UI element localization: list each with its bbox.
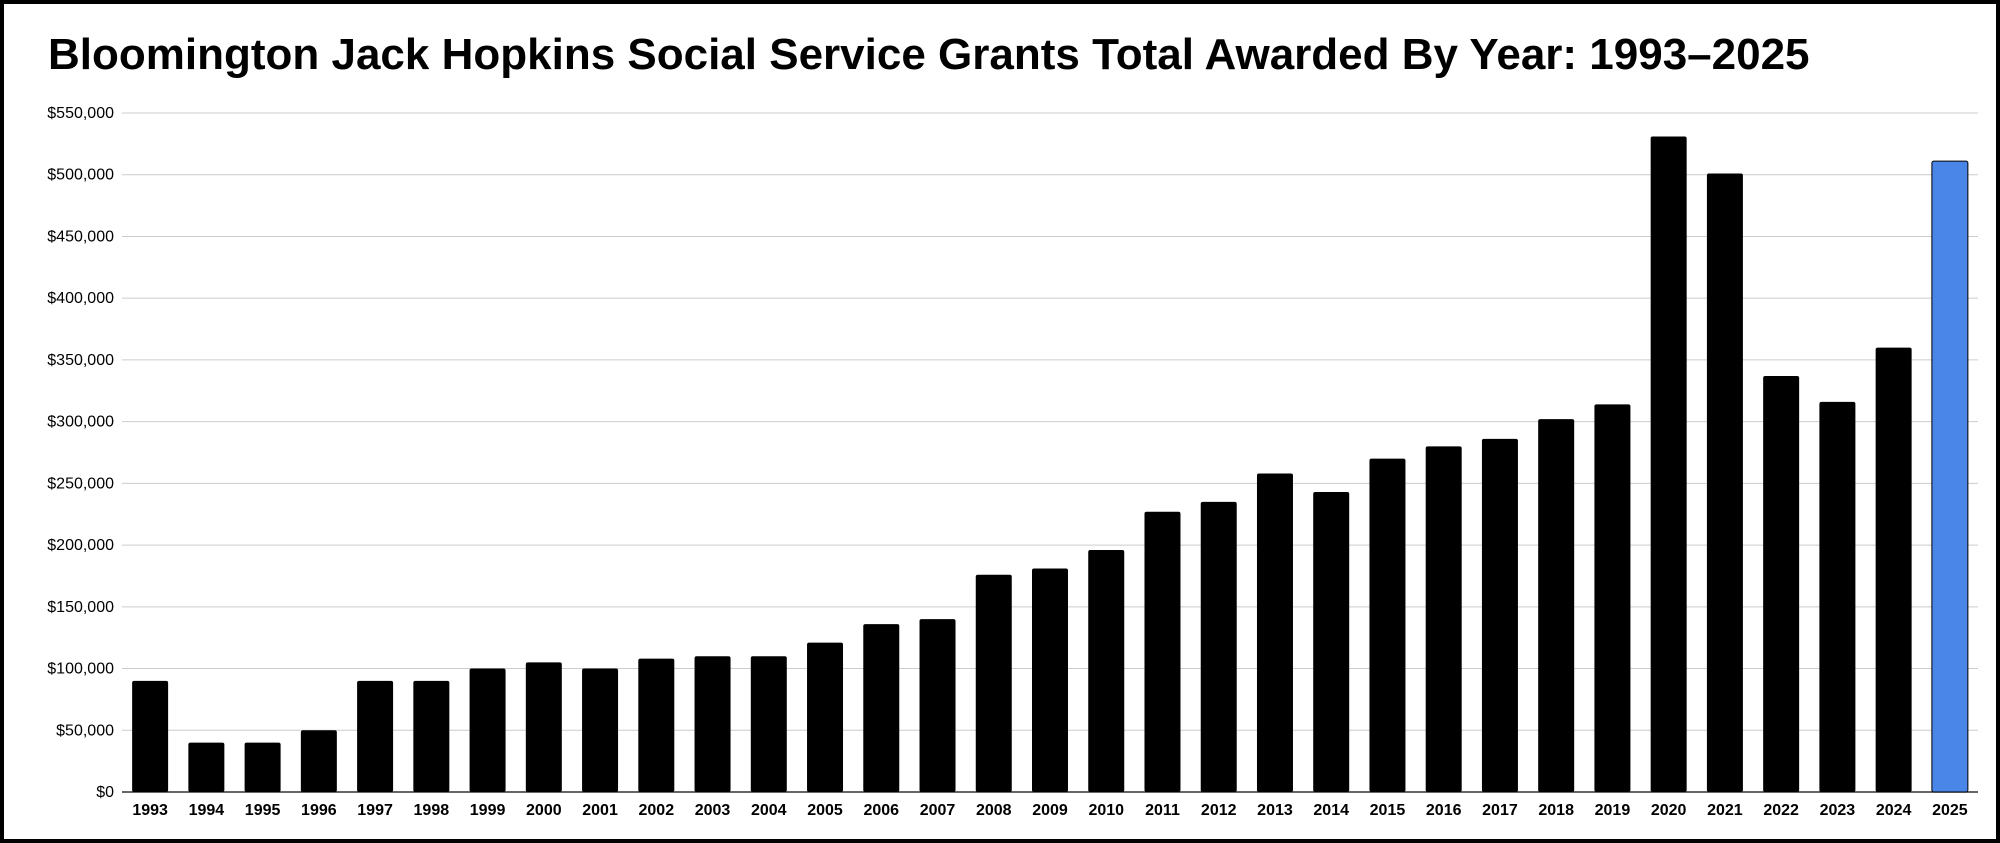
bar-1993 [132,680,169,792]
y-tick-label: $450,000 [47,228,114,245]
bar-2008 [975,574,1012,792]
bar-2012 [1200,501,1237,792]
bar-2006 [863,624,900,792]
bar-2019 [1594,404,1631,792]
x-tick-label-2025: 2025 [1932,802,1968,819]
x-tick-label-2000: 2000 [526,802,562,819]
x-tick-label-2007: 2007 [920,802,956,819]
y-tick-label: $300,000 [47,414,114,431]
y-tick-label: $0 [96,784,114,801]
x-tick-label-2016: 2016 [1426,802,1462,819]
x-tick-label-2023: 2023 [1820,802,1856,819]
x-tick-label-2014: 2014 [1313,802,1349,819]
x-tick-label-1993: 1993 [132,802,168,819]
x-tick-label-2022: 2022 [1763,802,1799,819]
y-tick-label: $550,000 [47,105,114,122]
bar-2024 [1875,347,1912,792]
bar-chart: $0 $50,000 $100,000 $150,000 $200,000 $250,00… [47,105,1978,819]
bar-2016 [1425,446,1462,792]
bar-2001 [582,668,619,792]
bar-1998 [413,680,450,792]
x-tick-label-1994: 1994 [189,802,225,819]
x-tick-label-2012: 2012 [1201,802,1237,819]
bar-2000 [525,662,562,792]
bar-2017 [1481,438,1518,792]
x-tick-label-1998: 1998 [414,802,450,819]
y-tick-label: $250,000 [47,475,114,492]
x-tick-label-2004: 2004 [751,802,787,819]
y-tick-label: $500,000 [47,167,114,184]
bar-2023 [1819,401,1856,792]
x-tick-label-2002: 2002 [639,802,675,819]
bars [132,136,1969,793]
bar-2015 [1369,458,1406,792]
x-tick-label-2013: 2013 [1257,802,1293,819]
bar-1999 [469,668,506,792]
x-tick-label-1999: 1999 [470,802,506,819]
y-tick-label: $100,000 [47,661,114,678]
y-tick-label: $150,000 [47,599,114,616]
bar-2003 [694,656,731,792]
y-axis-tick-labels: $0 $50,000 $100,000 $150,000 $200,000 $250,00… [47,105,114,801]
x-tick-label-2011: 2011 [1145,802,1180,819]
bar-1995 [244,742,281,792]
bar-2009 [1032,568,1068,792]
bar-1996 [300,730,337,792]
bar-2021 [1706,173,1743,792]
chart-title: Bloomington Jack Hopkins Social Service … [48,30,1810,79]
x-tick-label-2006: 2006 [863,802,899,819]
bar-2004 [750,656,787,792]
x-tick-label-2015: 2015 [1370,802,1406,819]
x-tick-label-2009: 2009 [1032,802,1068,819]
bar-2020 [1650,136,1687,792]
x-tick-label-2008: 2008 [976,802,1012,819]
bar-2005 [807,642,844,792]
bar-2018 [1538,419,1575,792]
bar-2022 [1763,375,1800,792]
bar-1997 [357,680,394,792]
bar-2010 [1088,550,1125,792]
x-tick-label-2018: 2018 [1538,802,1574,819]
bar-2014 [1313,492,1350,792]
x-tick-label-2003: 2003 [695,802,731,819]
x-tick-label-2020: 2020 [1651,802,1687,819]
y-tick-label: $200,000 [47,537,114,554]
bar-2002 [638,658,675,792]
x-tick-label-2021: 2021 [1707,802,1743,819]
y-tick-label: $350,000 [47,352,114,369]
x-tick-label-1997: 1997 [357,802,393,819]
x-tick-label-2017: 2017 [1482,802,1518,819]
bar-2007 [919,619,956,792]
x-tick-label-1996: 1996 [301,802,337,819]
x-tick-label-2010: 2010 [1088,802,1124,819]
x-tick-label-2001: 2001 [582,802,618,819]
y-tick-label: $400,000 [47,290,114,307]
bar-1994 [188,742,225,792]
x-tick-label-2005: 2005 [807,802,843,819]
x-tick-label-1995: 1995 [245,802,281,819]
x-tick-label-2024: 2024 [1876,802,1912,819]
x-tick-label-2019: 2019 [1595,802,1631,819]
bar-2011 [1144,511,1181,792]
y-tick-label: $50,000 [56,722,114,739]
bar-2013 [1256,473,1293,792]
bar-2025 [1931,160,1969,793]
x-axis-tick-labels: 1993 1994 1995 1996 1997 1998 1999 2000 2001 2002… [132,802,1967,819]
